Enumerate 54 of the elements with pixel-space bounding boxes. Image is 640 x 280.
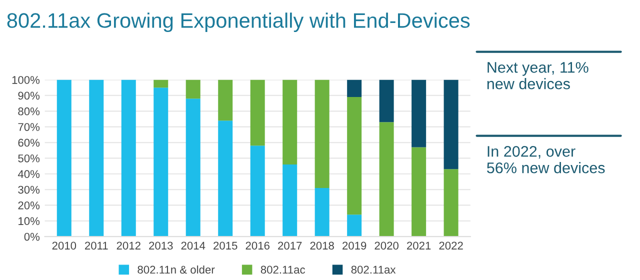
bar (186, 80, 200, 99)
bar (218, 120, 233, 237)
y-tick-label: 60% (18, 138, 40, 147)
text: Next year, 11% new devices (487, 62, 588, 90)
legend-label: 802.11ax (351, 266, 396, 274)
y-tick-label: 90% (18, 92, 40, 100)
x-tick-label: 2019 (342, 242, 366, 250)
bar (89, 80, 104, 237)
y-tick-label: 0% (24, 232, 40, 241)
y-tick-label: 10% (18, 217, 40, 226)
x-tick-label: 2010 (52, 242, 76, 250)
text: In 2022, over 56% new devices (487, 146, 605, 174)
x-tick-label: 2013 (149, 242, 173, 250)
bar (347, 80, 362, 98)
y-tick-label: 100% (12, 76, 40, 84)
x-tick-label: 2016 (246, 242, 270, 250)
x-tick-label: 2021 (407, 242, 431, 250)
y-tick-label: 40% (18, 170, 40, 178)
bar (186, 98, 200, 237)
y-tick-label: 20% (18, 202, 40, 210)
bar (314, 80, 330, 188)
bar (379, 122, 394, 237)
bar (412, 80, 426, 148)
legend-label: 802.11ac (260, 266, 306, 274)
bar (154, 88, 168, 237)
bar (314, 188, 330, 237)
bar (250, 146, 265, 237)
bar (412, 147, 426, 237)
y-tick-label: 70% (18, 123, 40, 131)
bar (154, 80, 168, 88)
bar (121, 80, 136, 237)
bar (347, 97, 362, 215)
bar (379, 80, 394, 122)
x-tick-label: 2018 (310, 242, 334, 250)
x-tick-label: 2022 (439, 242, 463, 250)
bar (218, 80, 233, 121)
chart-title: 802.11ax Growing Exponentially with End-Devices (7, 12, 470, 32)
x-tick-label: 2015 (214, 242, 238, 250)
bar (347, 214, 362, 237)
x-tick-label: 2014 (181, 242, 206, 250)
y-tick-label: 80% (18, 107, 40, 116)
bar (282, 80, 298, 164)
y-tick-label: 30% (18, 186, 40, 194)
bar (444, 169, 458, 237)
bar (282, 164, 298, 237)
bar (250, 80, 265, 146)
bar (444, 80, 458, 170)
bar (56, 80, 72, 237)
x-tick-label: 2020 (374, 242, 398, 250)
legend-label: 802.11n & older (138, 265, 215, 274)
x-tick-label: 2012 (116, 242, 140, 250)
x-tick-label: 2011 (85, 242, 108, 250)
y-tick-label: 50% (18, 154, 40, 162)
x-tick-label: 2017 (278, 242, 302, 250)
